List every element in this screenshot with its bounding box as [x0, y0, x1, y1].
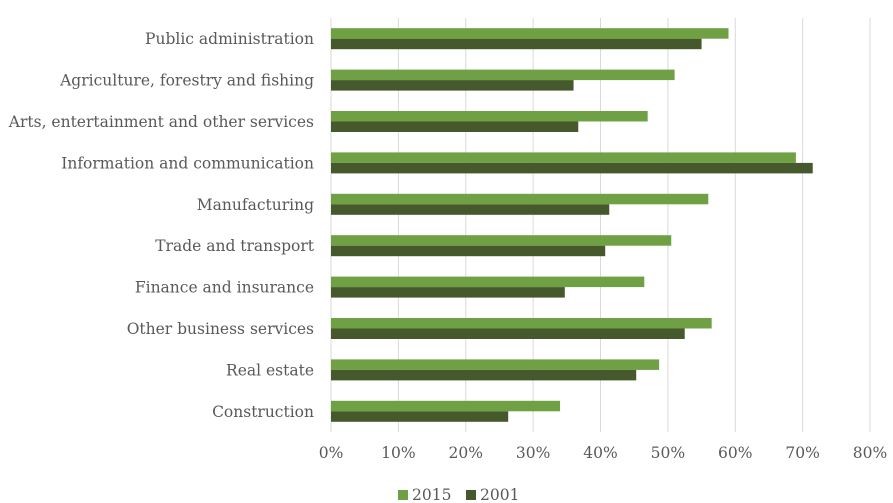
bar-2015 [331, 69, 675, 81]
x-tick-label: 60% [718, 444, 752, 462]
category-label: Finance and insurance [135, 279, 314, 297]
bar-2001 [331, 204, 610, 215]
x-tick-label: 50% [651, 444, 685, 462]
bar-2001 [331, 328, 685, 339]
bar-2001 [331, 162, 813, 174]
legend-label-2001: 2001 [480, 486, 519, 503]
bar-2001 [331, 245, 606, 257]
category-label: Agriculture, forestry and fishing [59, 72, 314, 90]
bar-2001 [331, 369, 637, 381]
category-label: Other business services [127, 320, 314, 338]
category-label: Trade and transport [155, 237, 315, 255]
category-labels: Public administration Agriculture, forest… [8, 30, 315, 421]
bars [331, 28, 813, 422]
x-tick-label: 10% [381, 444, 415, 462]
x-tick-label: 0% [319, 444, 344, 462]
bar-2015 [331, 276, 645, 288]
bar-2015 [331, 359, 660, 370]
legend-swatch-2015 [398, 490, 408, 500]
legend-label-2015: 2015 [412, 486, 451, 503]
bar-2001 [331, 38, 702, 50]
bar-2015 [331, 193, 709, 205]
x-tick-label: 70% [785, 444, 819, 462]
bar-2015 [331, 400, 561, 412]
x-tick-labels: 0% 10% 20% 30% 40% 50% 60% 70% 80% [319, 444, 888, 462]
bar-2015 [331, 235, 672, 246]
bar-2001 [331, 121, 579, 132]
legend-swatch-2001 [466, 490, 476, 500]
bar-2015 [331, 318, 712, 329]
bar-2001 [331, 80, 574, 91]
category-label: Real estate [226, 361, 314, 379]
bar-2015 [331, 152, 796, 163]
category-label: Manufacturing [197, 196, 314, 214]
bar-2001 [331, 411, 509, 422]
x-tick-label: 20% [449, 444, 483, 462]
x-tick-label: 40% [583, 444, 617, 462]
category-label: Construction [212, 403, 314, 421]
category-label: Information and communication [61, 154, 314, 172]
x-tick-label: 30% [516, 444, 550, 462]
bar-2015 [331, 28, 729, 39]
bar-2015 [331, 111, 648, 122]
x-tick-label: 80% [853, 444, 887, 462]
bar-2001 [331, 287, 565, 298]
category-label: Public administration [145, 30, 314, 48]
category-label: Arts, entertainment and other services [8, 113, 314, 131]
legend: 2015 2001 [398, 486, 519, 503]
